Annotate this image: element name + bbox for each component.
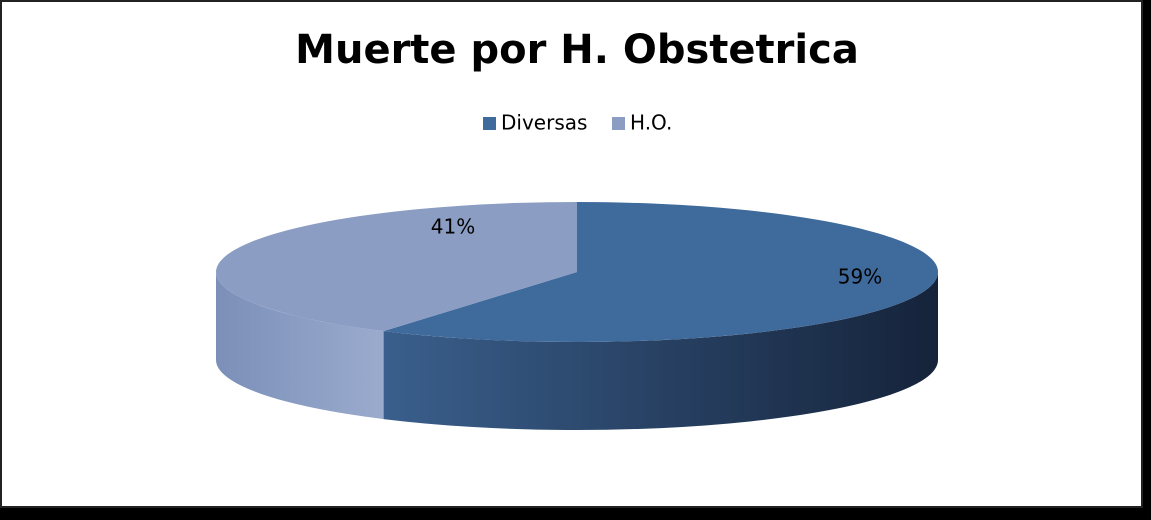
pie: 59% 41%	[216, 202, 939, 430]
chart-title: Muerte por H. Obstetrica	[295, 27, 859, 73]
data-label: 59%	[838, 265, 882, 289]
legend: Diversas H.O.	[483, 111, 672, 135]
legend-label: H.O.	[630, 111, 672, 135]
slice	[216, 202, 577, 332]
legend-swatch	[612, 117, 625, 130]
slice-side	[216, 272, 384, 420]
slice-side	[383, 272, 938, 430]
legend-label: Diversas	[501, 111, 587, 135]
legend-swatch	[483, 117, 496, 130]
slice	[383, 202, 939, 342]
data-label: 41%	[431, 215, 475, 239]
